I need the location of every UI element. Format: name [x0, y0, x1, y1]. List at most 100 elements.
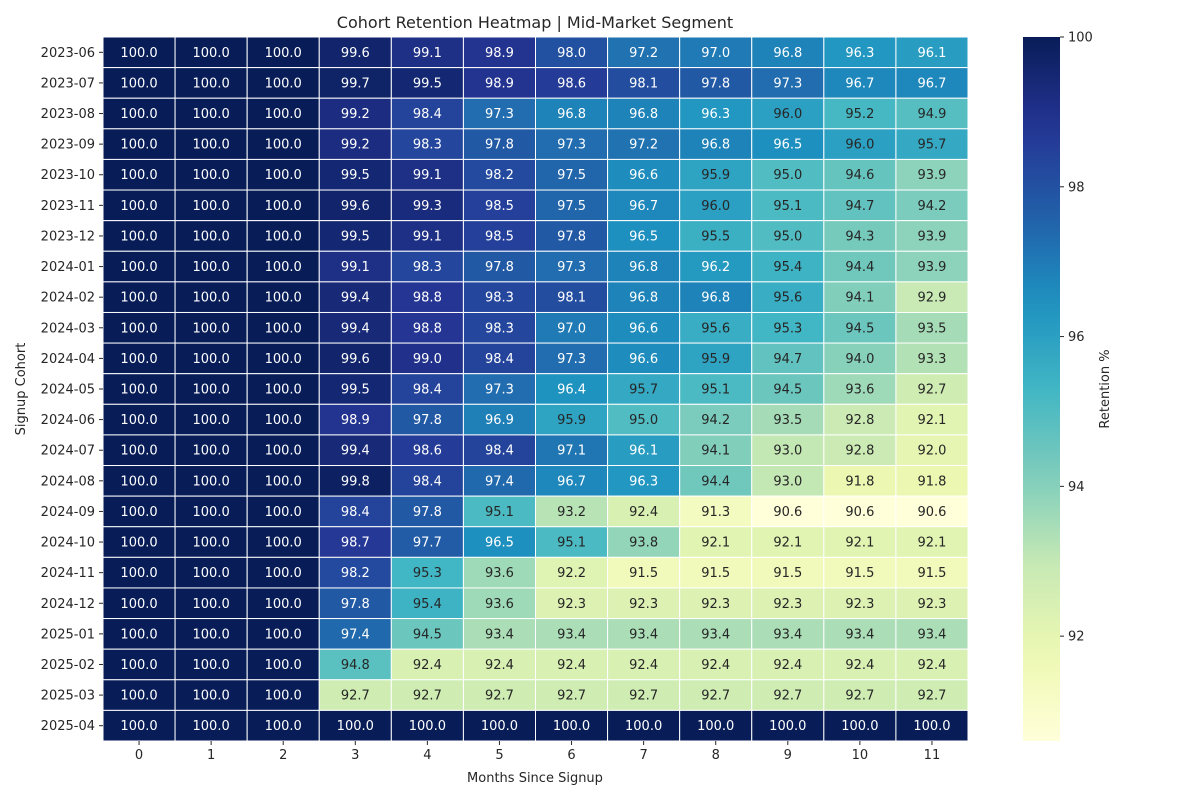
- cell-value-label: 97.5: [557, 168, 586, 183]
- cell-value-label: 93.3: [917, 352, 946, 367]
- cell-value-label: 100.0: [120, 413, 157, 428]
- heatmap-cell: [823, 709, 897, 742]
- heatmap-cell: [823, 67, 897, 99]
- cell-value-label: 97.8: [485, 138, 514, 153]
- cell-value-label: 100.0: [265, 138, 302, 153]
- heatmap-cell: [895, 556, 969, 589]
- cell-value-label: 91.8: [845, 474, 874, 489]
- y-tick-label: 2023-06: [41, 46, 95, 61]
- x-tick-label: 4: [423, 748, 431, 763]
- cell-value-label: 92.3: [701, 597, 730, 612]
- heatmap-cell: [174, 281, 248, 313]
- heatmap-cell: [462, 403, 536, 436]
- cell-value-label: 93.4: [629, 627, 658, 642]
- heatmap-cell: [895, 311, 969, 344]
- heatmap-cell: [751, 465, 825, 497]
- heatmap-cell: [535, 342, 609, 375]
- cell-value-label: 92.7: [773, 689, 802, 704]
- colorbar-tick-label: 100: [1068, 31, 1093, 46]
- cell-value-label: 96.9: [485, 413, 514, 428]
- heatmap-cell: [823, 465, 897, 497]
- chart-title: Cohort Retention Heatmap | Mid-Market Se…: [337, 13, 733, 32]
- heatmap-cell: [390, 679, 464, 711]
- heatmap-cell: [462, 648, 536, 681]
- heatmap-cell: [462, 434, 536, 467]
- heatmap-cell: [751, 648, 825, 681]
- heatmap-cell: [174, 618, 248, 650]
- cell-value-label: 100.0: [193, 107, 230, 122]
- cell-value-label: 92.3: [917, 597, 946, 612]
- heatmap-cell: [535, 556, 609, 589]
- cell-value-label: 95.2: [845, 107, 874, 122]
- cell-value-label: 96.5: [629, 229, 658, 244]
- colorbar-tick-label: 96: [1068, 330, 1085, 345]
- cell-value-label: 97.3: [557, 260, 586, 275]
- cell-value-label: 93.9: [917, 260, 946, 275]
- cell-value-label: 98.9: [485, 76, 514, 91]
- cell-value-label: 100.0: [120, 689, 157, 704]
- cell-value-label: 95.7: [917, 138, 946, 153]
- cell-value-label: 93.0: [773, 444, 802, 459]
- heatmap-cell: [318, 556, 392, 589]
- cell-value-label: 100.0: [120, 107, 157, 122]
- cell-value-label: 100.0: [265, 505, 302, 520]
- heatmap-cell: [823, 495, 897, 528]
- heatmap-cell: [102, 189, 176, 222]
- heatmap-cell: [679, 648, 753, 681]
- heatmap-cell: [462, 373, 536, 405]
- cell-value-label: 100.0: [120, 321, 157, 336]
- heatmap-cell: [535, 67, 609, 99]
- cell-value-label: 97.2: [629, 46, 658, 61]
- cell-value-label: 99.2: [341, 107, 370, 122]
- cell-value-label: 92.4: [629, 658, 658, 673]
- heatmap-cell: [318, 97, 392, 130]
- heatmap-cell: [607, 679, 681, 711]
- x-tick-label: 5: [495, 748, 503, 763]
- cell-value-label: 97.4: [341, 627, 370, 642]
- heatmap-cell: [607, 556, 681, 589]
- cell-value-label: 100.0: [120, 627, 157, 642]
- heatmap-cell: [102, 250, 176, 283]
- cell-value-label: 98.2: [485, 168, 514, 183]
- heatmap-cell: [462, 618, 536, 650]
- cell-value-label: 98.6: [557, 76, 586, 91]
- heatmap-cell: [246, 556, 320, 589]
- heatmap-cell: [895, 281, 969, 313]
- cell-value-label: 100.0: [120, 46, 157, 61]
- heatmap-cell: [462, 158, 536, 191]
- heatmap-cell: [823, 250, 897, 283]
- heatmap-cell: [102, 220, 176, 252]
- cell-value-label: 99.1: [413, 229, 442, 244]
- heatmap-cell: [318, 67, 392, 99]
- cell-value-label: 94.7: [773, 352, 802, 367]
- heatmap-cell: [390, 465, 464, 497]
- heatmap-cell: [607, 618, 681, 650]
- cell-value-label: 92.1: [845, 536, 874, 551]
- cell-value-label: 99.4: [341, 291, 370, 306]
- cell-value-label: 91.5: [917, 566, 946, 581]
- cell-value-label: 95.1: [773, 199, 802, 214]
- cell-value-label: 98.2: [341, 566, 370, 581]
- cell-value-label: 96.5: [773, 138, 802, 153]
- cell-value-label: 97.0: [701, 46, 730, 61]
- heatmap-cell: [318, 679, 392, 711]
- cell-value-label: 100.0: [769, 719, 806, 734]
- cell-value-label: 92.7: [485, 689, 514, 704]
- heatmap-cell: [607, 342, 681, 375]
- heatmap-cell: [607, 311, 681, 344]
- cell-value-label: 92.4: [413, 658, 442, 673]
- cell-value-label: 97.8: [557, 229, 586, 244]
- y-tick-label: 2024-01: [41, 260, 95, 275]
- cell-value-label: 97.4: [485, 474, 514, 489]
- colorbar-tick-label: 92: [1068, 630, 1085, 645]
- cell-value-label: 99.5: [341, 383, 370, 398]
- cell-value-label: 100.0: [120, 658, 157, 673]
- cell-value-label: 96.4: [557, 383, 586, 398]
- heatmap-cell: [607, 709, 681, 742]
- cell-value-label: 95.6: [701, 321, 730, 336]
- cell-value-label: 99.5: [413, 76, 442, 91]
- colorbar-ticks: 92 94 96 98 100: [1060, 31, 1093, 645]
- y-tick-label: 2023-09: [41, 138, 95, 153]
- colorbar-tick-label: 98: [1068, 180, 1085, 195]
